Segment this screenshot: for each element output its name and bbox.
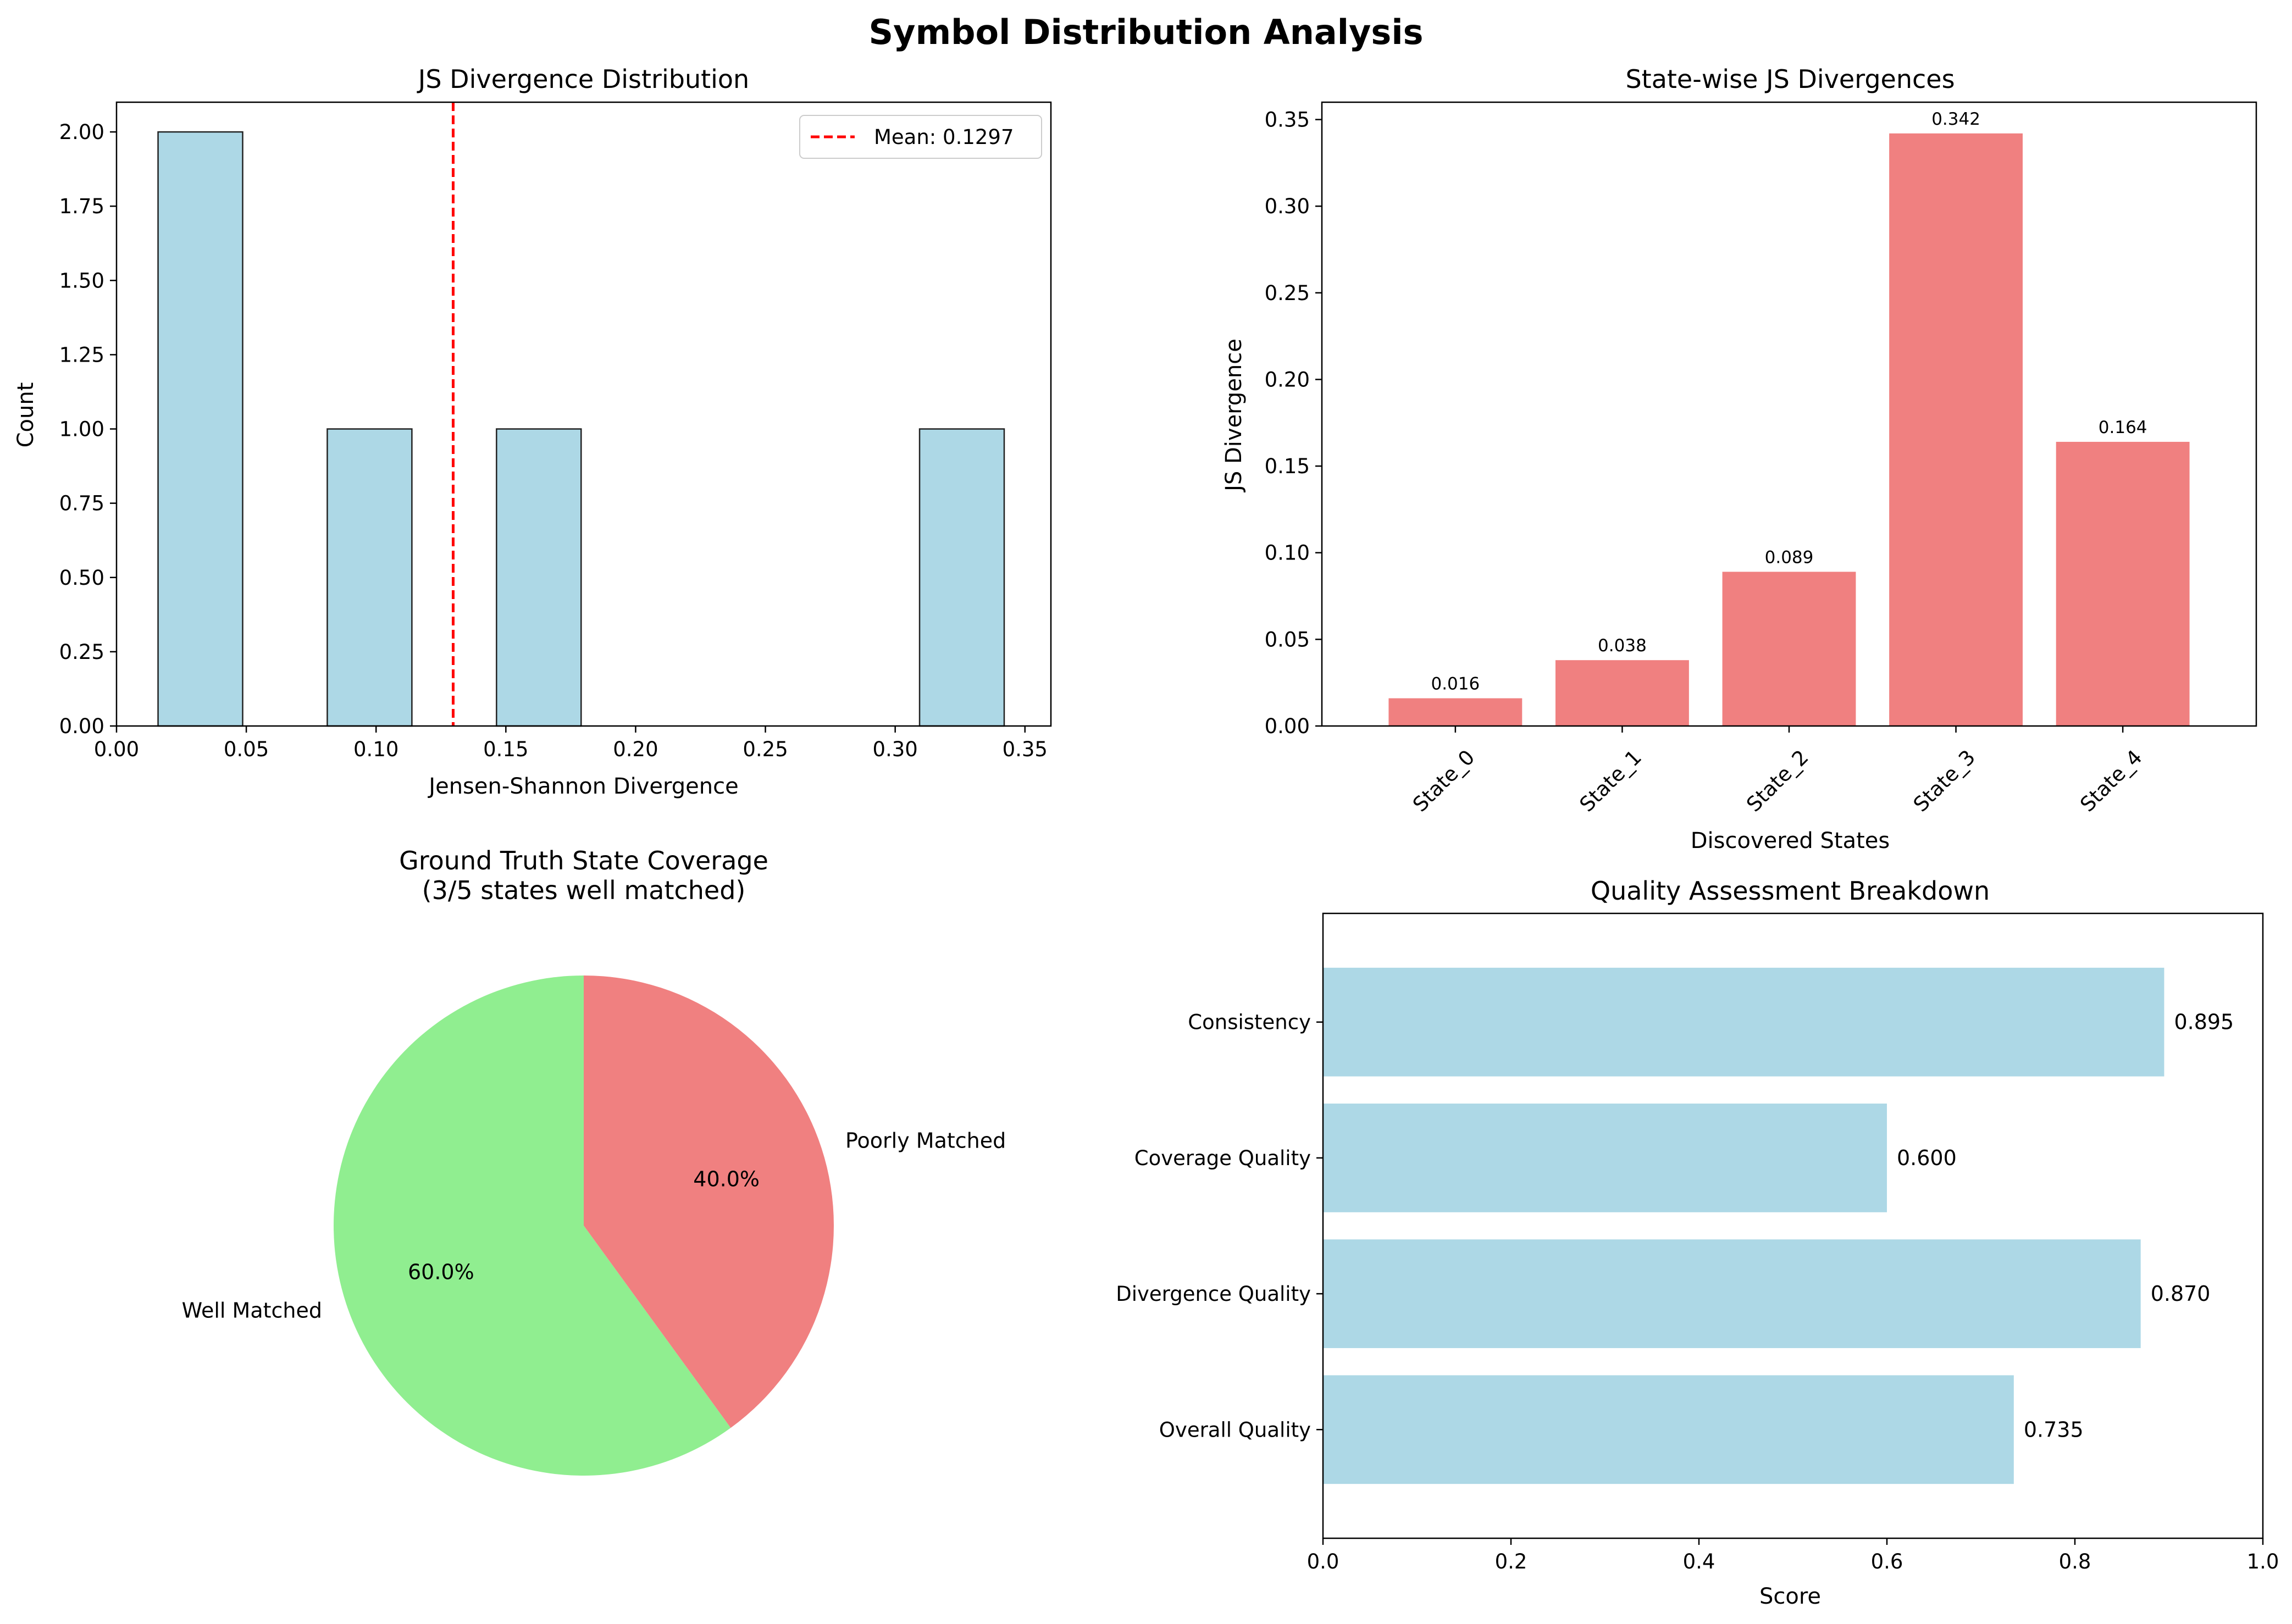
quality-ytick-label: Consistency bbox=[1188, 1011, 1311, 1034]
histogram-ytick-label: 1.00 bbox=[59, 418, 104, 441]
pie-labels: 60.0% Well Matched 40.0% Poorly Matched bbox=[182, 1128, 1006, 1322]
state-bar-ytick-label: 0.25 bbox=[1265, 281, 1310, 305]
quality-panel: Quality Assessment Breakdown Score 0.895… bbox=[1116, 876, 2279, 1609]
pie-slice-0 bbox=[334, 975, 731, 1476]
state-bar-ytick-label: 0.10 bbox=[1265, 541, 1310, 565]
pie-pct-label: 40.0% bbox=[693, 1167, 760, 1191]
histogram-xtick-label: 0.30 bbox=[872, 738, 917, 761]
histogram-axes-frame bbox=[115, 101, 1052, 727]
histogram-ytick-label: 0.25 bbox=[59, 640, 104, 664]
histogram-ytick-label: 2.00 bbox=[59, 120, 104, 144]
histogram-ytick-label: 1.75 bbox=[59, 195, 104, 218]
pie-subtitle: (3/5 states well matched) bbox=[422, 875, 746, 905]
histogram-bar-0 bbox=[157, 131, 243, 727]
histogram-xlabel: Jensen-Shannon Divergence bbox=[427, 774, 738, 799]
state-bar-xlabel: Discovered States bbox=[1691, 828, 1890, 853]
histogram-xtick-label: 0.00 bbox=[94, 738, 139, 761]
quality-bar-3 bbox=[1323, 1375, 2014, 1484]
state-bar-value-label: 0.038 bbox=[1598, 636, 1647, 656]
histogram-ytick-label: 0.75 bbox=[59, 492, 104, 516]
histogram-bars bbox=[157, 131, 1005, 727]
pie-slice-1 bbox=[584, 975, 834, 1428]
state-bar-4 bbox=[2056, 441, 2190, 726]
quality-xtick-label: 0.4 bbox=[1683, 1550, 1715, 1573]
quality-bar-1 bbox=[1323, 1104, 1887, 1212]
state-bar-ytick-label: 0.05 bbox=[1265, 628, 1310, 651]
histogram-ytick-label: 0.50 bbox=[59, 566, 104, 590]
histogram-xtick-label: 0.05 bbox=[224, 738, 269, 761]
quality-xtick-label: 0.0 bbox=[1307, 1550, 1339, 1573]
state-bar-ytick-label: 0.35 bbox=[1265, 108, 1310, 132]
quality-xtick-label: 0.8 bbox=[2059, 1550, 2091, 1573]
pie-pct-label: 60.0% bbox=[408, 1260, 474, 1284]
quality-bar-value-label: 0.600 bbox=[1897, 1146, 1957, 1170]
pie-slice-label: Poorly Matched bbox=[845, 1128, 1006, 1152]
state-bar-title: State-wise JS Divergences bbox=[1625, 64, 1955, 94]
histogram-ticks: 0.00 0.05 0.10 0.15 0.20 0.25 0.30 0.35 0.00 0.25… bbox=[59, 120, 1048, 761]
histogram-legend: Mean: 0.1297 bbox=[799, 115, 1042, 159]
quality-bar-2 bbox=[1323, 1239, 2141, 1348]
figure-title: Symbol Distribution Analysis bbox=[869, 12, 1424, 52]
state-bar-value-label: 0.164 bbox=[2099, 418, 2147, 437]
histogram-panel: JS Divergence Distribution Jensen-Shanno… bbox=[13, 64, 1052, 799]
pie-title: Ground Truth State Coverage bbox=[399, 846, 768, 875]
quality-xlabel: Score bbox=[1759, 1584, 1821, 1609]
histogram-ytick-label: 0.00 bbox=[59, 714, 104, 738]
histogram-ylabel: Count bbox=[13, 383, 38, 448]
quality-ytick-label: Overall Quality bbox=[1159, 1418, 1311, 1442]
histogram-bar-4 bbox=[496, 428, 582, 727]
state-bar-value-label: 0.089 bbox=[1765, 547, 1814, 567]
state-bar-ytick-label: 0.15 bbox=[1265, 455, 1310, 478]
pie-slices bbox=[334, 975, 834, 1476]
quality-bar-value-label: 0.735 bbox=[2024, 1417, 2084, 1442]
state-bar-2 bbox=[1722, 572, 1856, 726]
quality-ticks: Consistency Coverage Quality Divergence Qu… bbox=[1116, 1011, 2279, 1573]
state-bar-1 bbox=[1555, 660, 1689, 726]
state-bar-3 bbox=[1889, 133, 2023, 726]
quality-ytick-label: Divergence Quality bbox=[1116, 1282, 1311, 1306]
state-bar-value-label: 0.016 bbox=[1431, 674, 1480, 694]
quality-axes-frame bbox=[1322, 912, 2264, 1539]
quality-bar-0 bbox=[1323, 967, 2164, 1077]
histogram-ytick-label: 1.50 bbox=[59, 269, 104, 292]
histogram-bar-2 bbox=[326, 428, 413, 727]
legend-mean-label: Mean: 0.1297 bbox=[874, 125, 1014, 149]
histogram-ytick-label: 1.25 bbox=[59, 343, 104, 367]
state-bar-axes-frame bbox=[1321, 101, 2257, 727]
histogram-xtick-label: 0.25 bbox=[743, 738, 788, 761]
histogram-xtick-label: 0.10 bbox=[353, 738, 398, 761]
coverage-pie-panel: Ground Truth State Coverage (3/5 states … bbox=[182, 846, 1006, 1476]
state-bars: 0.016 0.038 0.089 0.342 0.164 bbox=[1388, 109, 2190, 726]
quality-bar-value-label: 0.870 bbox=[2151, 1282, 2211, 1306]
state-bar-0 bbox=[1388, 698, 1523, 726]
quality-xtick-label: 0.2 bbox=[1495, 1550, 1527, 1573]
pie-slice-label: Well Matched bbox=[182, 1299, 322, 1323]
state-bar-ytick-label: 0.30 bbox=[1265, 195, 1310, 218]
histogram-xtick-label: 0.15 bbox=[483, 738, 528, 761]
state-bar-ytick-label: 0.20 bbox=[1265, 368, 1310, 391]
histogram-xtick-label: 0.20 bbox=[613, 738, 658, 761]
histogram-title: JS Divergence Distribution bbox=[417, 64, 749, 94]
quality-xtick-label: 1.0 bbox=[2247, 1550, 2279, 1573]
state-bar-ytick-label: 0.00 bbox=[1265, 714, 1310, 738]
legend-box bbox=[799, 115, 1042, 159]
state-bar-value-label: 0.342 bbox=[1931, 109, 1980, 129]
quality-ytick-label: Coverage Quality bbox=[1134, 1146, 1311, 1170]
state-bar-ylabel: JS Divergence bbox=[1221, 339, 1247, 493]
histogram-xtick-label: 0.35 bbox=[1003, 738, 1048, 761]
quality-title: Quality Assessment Breakdown bbox=[1591, 876, 1990, 906]
quality-bars: 0.895 0.600 0.870 0.735 bbox=[1323, 967, 2234, 1484]
quality-bar-value-label: 0.895 bbox=[2174, 1010, 2234, 1034]
histogram-bar-9 bbox=[918, 428, 1005, 727]
quality-xtick-label: 0.6 bbox=[1871, 1550, 1903, 1573]
